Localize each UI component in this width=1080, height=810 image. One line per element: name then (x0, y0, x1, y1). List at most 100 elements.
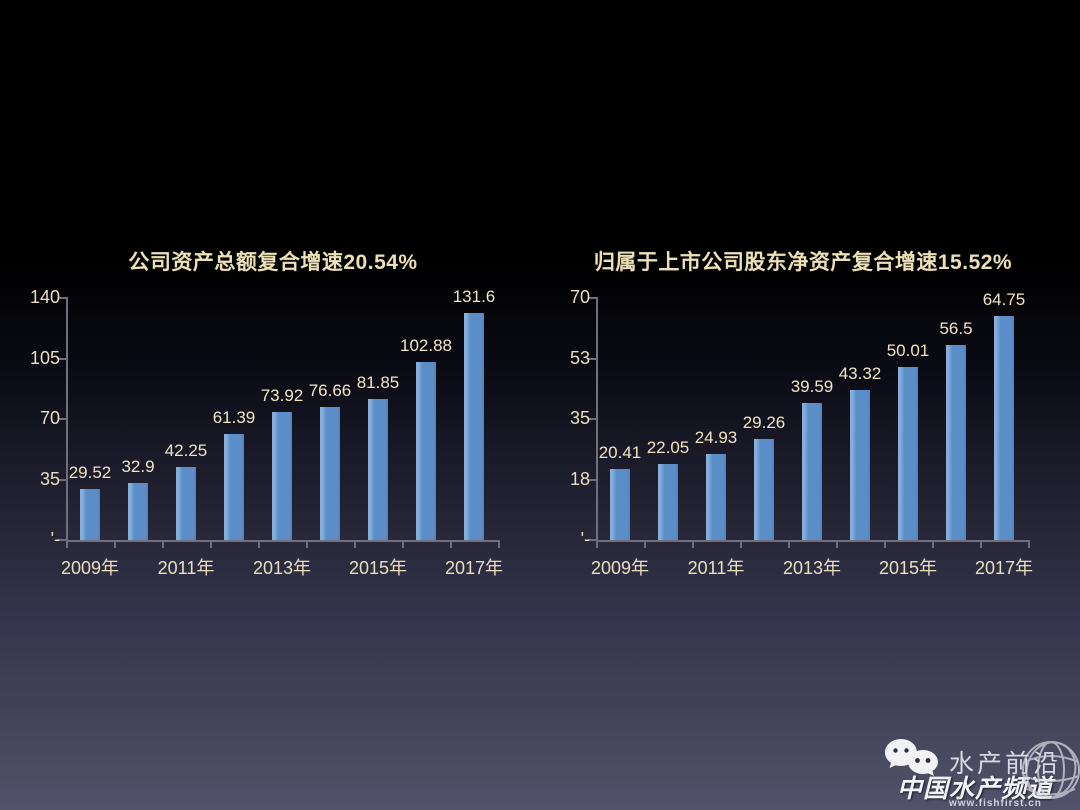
x-tick-mark (1028, 542, 1030, 548)
y-tick-label: 140 (29, 287, 60, 307)
bar (754, 438, 774, 540)
y-tick-mark (58, 478, 66, 481)
x-tick-label: 2011年 (687, 558, 745, 578)
x-tick-mark (450, 542, 452, 548)
x-tick-mark (162, 542, 164, 548)
y-tick-mark (58, 418, 66, 420)
y-tick-mark (58, 357, 66, 360)
x-tick-label: 2017年 (974, 558, 1034, 578)
bar-value-label: 32.9 (121, 457, 155, 477)
y-tick-label: 70 (39, 408, 60, 428)
watermark-url: www.fishfirst.cn (949, 798, 1042, 809)
x-tick-label: 2011年 (157, 558, 215, 578)
bar (320, 407, 340, 540)
x-tick-label: 2013年 (782, 558, 842, 578)
bar (368, 398, 388, 540)
y-tick-mark (58, 297, 66, 299)
x-tick-mark (498, 542, 500, 548)
bar (272, 412, 292, 540)
x-tick-mark (740, 542, 742, 548)
bar-value-label: 43.32 (838, 364, 882, 384)
bar (224, 433, 244, 540)
x-tick-mark (210, 542, 212, 548)
x-tick-mark (692, 542, 694, 548)
chart-title: 归属于上市公司股东净资产复合增速15.52% (593, 251, 1013, 274)
bar (658, 463, 678, 540)
x-tick-mark (402, 542, 404, 548)
bar (416, 362, 436, 540)
bar (946, 344, 966, 540)
y-tick-label: '- (580, 529, 590, 549)
bar (80, 488, 100, 540)
y-tick-label: 53 (569, 347, 590, 368)
x-tick-label: 2013年 (252, 558, 312, 578)
y-axis-line (596, 297, 598, 542)
bar (706, 453, 726, 540)
bar-value-label: 20.41 (598, 443, 642, 463)
bar-value-label: 42.25 (164, 440, 208, 460)
y-tick-label: 35 (39, 468, 60, 489)
bar-value-label: 131.6 (452, 286, 496, 306)
x-tick-mark (836, 542, 838, 548)
x-tick-label: 2015年 (878, 558, 938, 578)
bar (802, 403, 822, 540)
x-tick-label: 2009年 (60, 558, 120, 578)
bar-value-label: 56.5 (939, 318, 973, 338)
bar (898, 367, 918, 540)
watermark: 水产前沿 中国水产频道 www.fishfirst.cn (883, 736, 1080, 809)
x-tick-mark (788, 542, 790, 548)
chart-title: 公司资产总额复合增速20.54% (128, 251, 418, 274)
x-tick-label: 2009年 (590, 558, 650, 578)
bar-value-label: 102.88 (400, 336, 452, 356)
y-tick-mark (588, 478, 596, 481)
x-tick-mark (980, 542, 982, 548)
bar (850, 390, 870, 540)
y-tick-label: 70 (569, 287, 590, 307)
y-tick-label: 105 (29, 347, 60, 368)
x-tick-mark (354, 542, 356, 548)
chart-net-assets: 归属于上市公司股东净资产复合增速15.52% 70 53 35 18 '- 20.41 22… (548, 240, 1058, 590)
y-tick-label: 18 (569, 468, 590, 489)
bar (464, 312, 484, 540)
bar-value-label: 22.05 (646, 437, 690, 457)
y-tick-label: 35 (569, 408, 590, 428)
bar-value-label: 73.92 (260, 386, 304, 406)
bar-value-label: 81.85 (356, 372, 400, 392)
bar-value-label: 76.66 (308, 381, 352, 401)
y-tick-mark (588, 297, 596, 299)
bar-value-label: 61.39 (212, 407, 256, 427)
x-tick-mark (66, 542, 68, 548)
y-tick-mark (588, 357, 596, 360)
x-axis-line (66, 540, 500, 542)
x-tick-label: 2015年 (348, 558, 408, 578)
x-tick-label: 2017年 (444, 558, 504, 578)
bar-value-label: 64.75 (982, 290, 1026, 310)
bar-value-label: 24.93 (694, 427, 738, 447)
watermark-channel: 中国水产频道 (897, 775, 1054, 803)
x-tick-mark (114, 542, 116, 548)
y-axis-line (66, 297, 68, 542)
x-tick-mark (596, 542, 598, 548)
x-axis-line (596, 540, 1030, 542)
bar (128, 483, 148, 540)
y-tick-label: '- (50, 529, 60, 549)
y-tick-mark (58, 539, 66, 541)
y-tick-mark (588, 418, 596, 420)
bar (176, 466, 196, 540)
x-tick-mark (644, 542, 646, 548)
wechat-icon (885, 739, 938, 776)
bar-value-label: 29.26 (742, 412, 786, 432)
bar (610, 469, 630, 540)
x-tick-mark (884, 542, 886, 548)
x-tick-mark (258, 542, 260, 548)
y-tick-mark (588, 539, 596, 541)
bar-value-label: 29.52 (68, 462, 112, 482)
globe-icon (1022, 741, 1080, 799)
bar-value-label: 50.01 (886, 341, 930, 361)
chart-total-assets: 公司资产总额复合增速20.54% 140 105 70 35 '- 29.52 32.9 42… (18, 240, 528, 590)
bar (994, 316, 1014, 540)
x-tick-mark (306, 542, 308, 548)
bar-value-label: 39.59 (790, 377, 834, 397)
x-tick-mark (932, 542, 934, 548)
